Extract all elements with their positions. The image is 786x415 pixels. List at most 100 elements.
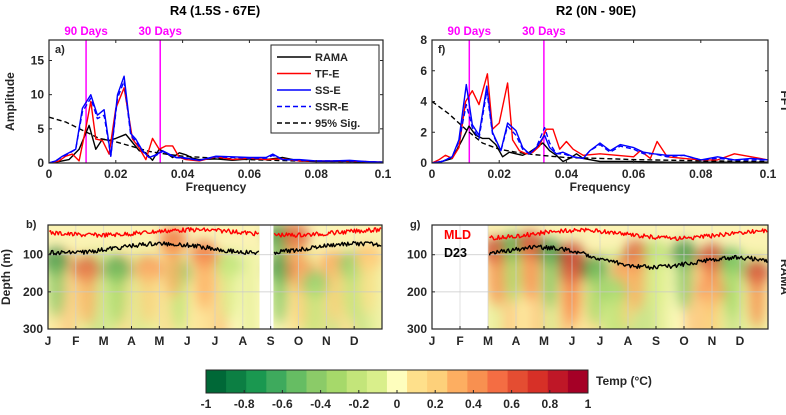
heatmap-field: [432, 225, 768, 329]
y-tick-label: 200: [407, 285, 427, 299]
colorbar-cell-16: [527, 370, 549, 393]
month-label: J: [45, 334, 52, 348]
month-label: M: [99, 334, 109, 348]
x-tick-label: 0.02: [488, 167, 512, 181]
series-group: [432, 40, 768, 163]
anomaly-column: [242, 251, 257, 329]
heatmap-field: [48, 225, 382, 329]
anomaly-tail-0: [48, 250, 66, 319]
anomaly-tail-13: [722, 250, 741, 319]
colorbar-tick-label: 0.4: [465, 397, 482, 411]
panel-b: J F M A M J J A S O N D 100 200 300 b) Depth (m): [0, 219, 383, 348]
colorbar-cell-6: [326, 370, 348, 393]
colorbar-tick-label: 0.8: [541, 397, 558, 411]
series-ss-e: [432, 83, 768, 163]
right-label: FFT: [778, 91, 786, 114]
legend-entry-4: 95% Sig.: [315, 118, 360, 130]
panel-f-title: R2 (0N - 90E): [556, 3, 636, 18]
colorbar-cell-8: [366, 370, 388, 393]
y-tick-label: 100: [407, 248, 427, 262]
line-mld-0: [48, 227, 260, 238]
series-ssr-e: [49, 80, 383, 163]
x-tick-label: 0.1: [375, 167, 392, 181]
anomaly-tail-13: [325, 254, 344, 323]
legend-entry-1: TF-E: [315, 69, 339, 81]
anomaly-tail-7: [219, 254, 238, 323]
month-label: A: [624, 334, 633, 348]
month-label: F: [456, 334, 463, 348]
line-d23-1: [273, 240, 382, 256]
month-label: J: [569, 334, 576, 348]
colorbar-cell-5: [306, 370, 328, 393]
right-label: RAMA: [778, 259, 786, 295]
y-tick-label: 300: [23, 322, 43, 336]
anomaly-tail-6: [194, 243, 213, 311]
legend-box: [270, 44, 380, 134]
series-tf-e: [432, 73, 768, 163]
y-tick-label: 0: [420, 156, 427, 170]
x-tick-label: 0: [46, 167, 53, 181]
month-label: F: [72, 334, 79, 348]
y-tick-label: 8: [420, 33, 427, 47]
x-axis-label: Frequency: [570, 180, 631, 194]
line-d23-0: [49, 241, 260, 256]
x-tick-label: 0.08: [305, 167, 329, 181]
colorbar-cell-15: [507, 370, 529, 393]
colorbar-cell-3: [266, 370, 287, 393]
panel-label: b): [26, 219, 37, 231]
x-tick-label: 0.04: [171, 167, 195, 181]
legend-entry-0: RAMA: [315, 52, 348, 64]
month-label: J: [429, 334, 436, 348]
legend: RAMA TF-E SS-E SSR-E 95% Sig.: [270, 44, 380, 134]
month-label: A: [238, 334, 247, 348]
y-tick-label: 200: [23, 285, 43, 299]
month-label: S: [267, 334, 275, 348]
month-label: J: [597, 334, 604, 348]
series-group: [49, 40, 383, 163]
panel-label: f): [438, 44, 446, 56]
legend-mld: MLD: [444, 228, 471, 242]
panel-f: 0 0.02 0.04 0.06 0.08 0.1 0 2 4 6 8 Frequency FFT f)9…: [420, 26, 786, 194]
colorbar-tick-label: 0: [394, 397, 401, 411]
panel-label: g): [410, 219, 421, 231]
x-tick-label: 0.04: [555, 167, 579, 181]
y-tick-label: 4: [420, 95, 427, 109]
anomaly-tail-0: [487, 239, 506, 308]
x-tick-label: 0.08: [689, 167, 713, 181]
anomaly-tail-3: [540, 241, 559, 310]
colorbar-cell-13: [467, 370, 488, 393]
anomaly-tail-15: [605, 280, 623, 329]
month-label: N: [708, 334, 717, 348]
month-label: J: [212, 334, 219, 348]
y-axis-label: Depth (m): [0, 249, 13, 305]
anomaly-tail-12: [306, 272, 325, 329]
colorbar-cell-7: [346, 370, 368, 393]
legend-entry-3: SSR-E: [315, 102, 349, 114]
line-d23-0: [488, 244, 768, 270]
month-label: M: [154, 334, 164, 348]
axes-box: [48, 39, 384, 164]
series-ss-e: [49, 75, 383, 163]
panel-a: 0 0.02 0.04 0.06 0.08 0.1 0 5 10 15 Frequency Ampli…: [3, 26, 392, 194]
period-label-0: 90 Days: [448, 26, 491, 38]
colorbar-cell-10: [407, 370, 428, 393]
month-label: D: [736, 334, 745, 348]
colorbar-cell-2: [246, 370, 267, 393]
y-axis-label: Amplitude: [3, 72, 17, 131]
colorbar-cell-18: [567, 370, 589, 393]
anomaly-tail-14: [747, 261, 766, 329]
legend-d23: D23: [444, 246, 467, 260]
colorbar-tick-label: -0.2: [348, 397, 369, 411]
y-tick-label: 0: [37, 156, 44, 170]
month-label: J: [184, 334, 191, 348]
anomaly-tail-1: [504, 235, 523, 304]
colorbar-label: Temp (°C): [596, 374, 652, 388]
anomaly-tail-8: [627, 243, 646, 311]
colorbar-cell-11: [427, 370, 448, 393]
period-label-0: 90 Days: [64, 26, 107, 38]
y-tick-label: 6: [420, 64, 427, 78]
colorbar-tick-label: -1: [201, 397, 212, 411]
series-95-sig-: [432, 100, 768, 163]
line-mld-0: [489, 227, 768, 242]
colorbar-cell-14: [487, 370, 509, 393]
